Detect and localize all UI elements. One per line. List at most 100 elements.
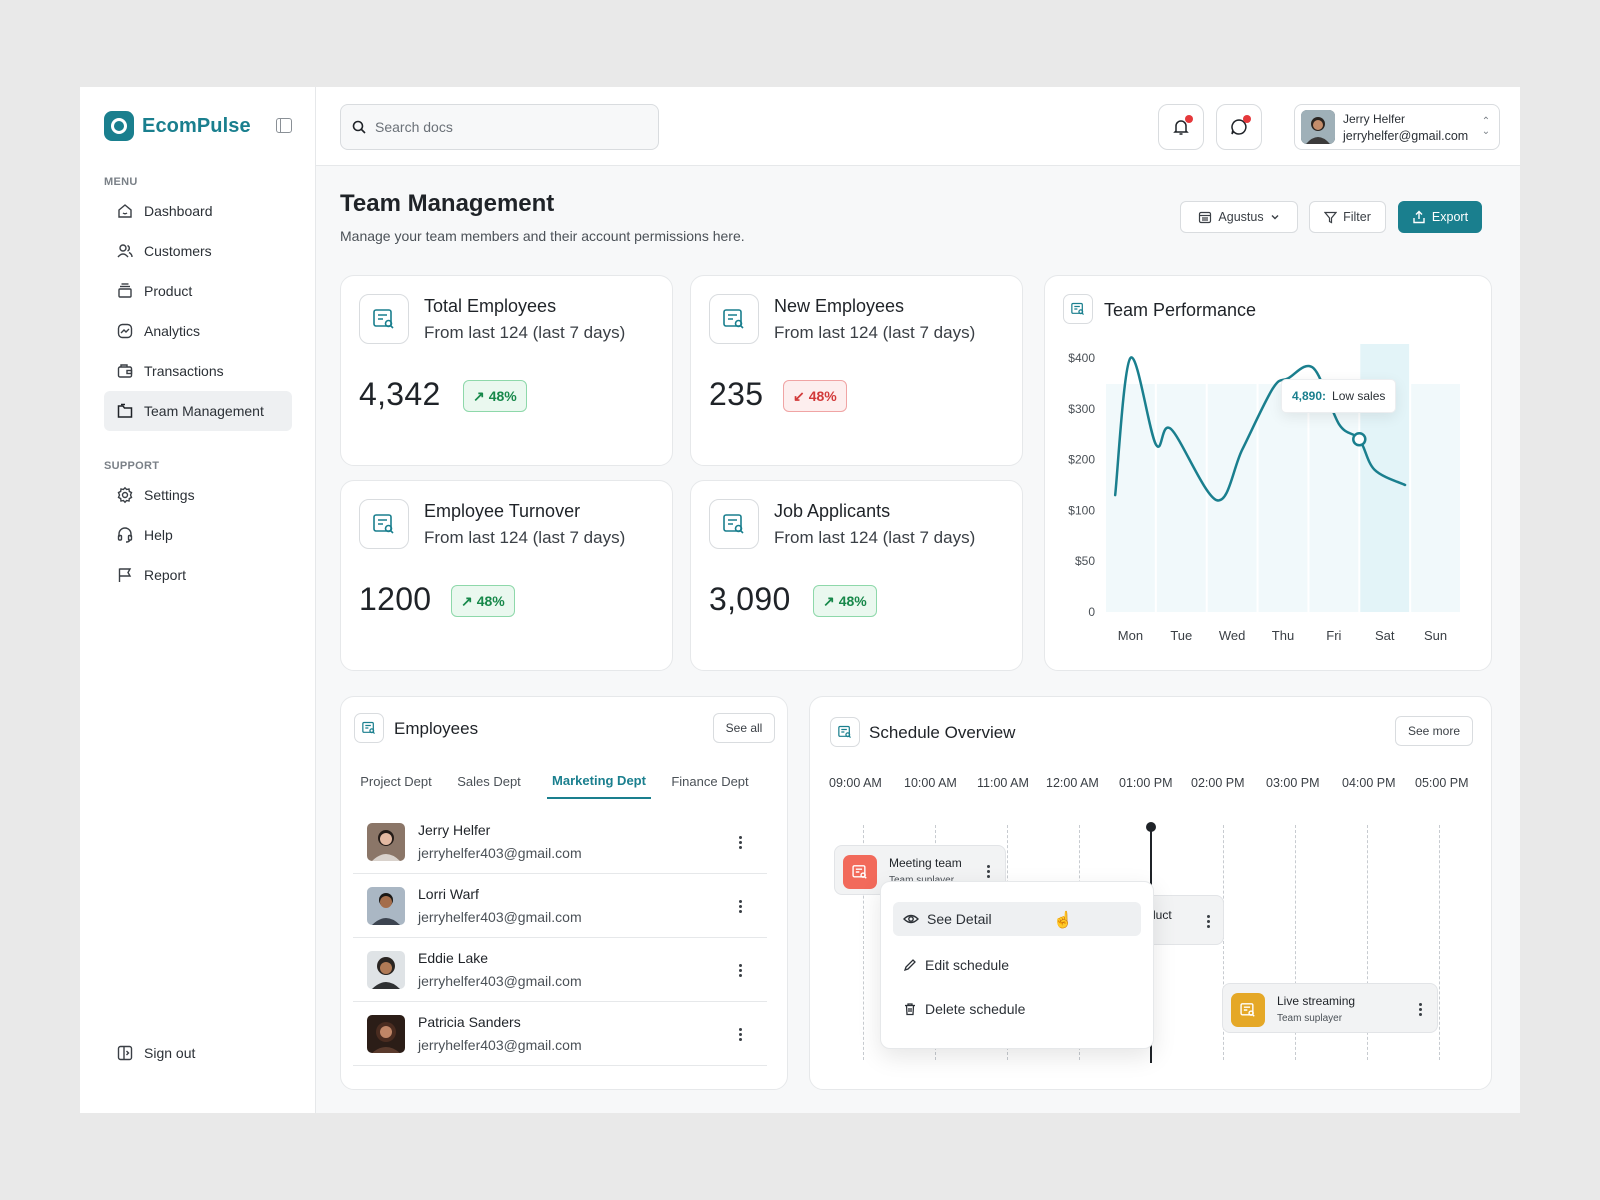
stat-card-total-employees[interactable]: Total Employees From last 124 (last 7 da…	[340, 275, 673, 466]
x-tick-label: Sat	[1375, 628, 1395, 643]
sidebar-item-label: Report	[144, 567, 187, 583]
employee-row[interactable]: Patricia Sanders jerryhelfer403@gmail.co…	[353, 1002, 767, 1066]
sidebar-item-transactions[interactable]: Transactions	[104, 351, 292, 391]
more-options-icon[interactable]	[1201, 911, 1215, 931]
time-gridline	[1439, 825, 1440, 1060]
sidebar-item-label: Analytics	[144, 323, 201, 339]
employee-row[interactable]: Jerry Helfer jerryhelfer403@gmail.com	[353, 810, 767, 874]
see-more-button[interactable]: See more	[1395, 716, 1473, 746]
time-label: 05:00 PM	[1415, 776, 1469, 790]
stat-card-employee-turnover[interactable]: Employee Turnover From last 124 (last 7 …	[340, 480, 673, 671]
filter-label: Filter	[1343, 210, 1371, 224]
team-performance-card: Team Performance $400 $300 $200 $100 $50 0 Mon…	[1044, 275, 1492, 671]
chevron-down-icon	[1271, 215, 1279, 220]
sidebar-item-team-management[interactable]: Team Management	[104, 391, 292, 431]
sign-out-button[interactable]: Sign out	[104, 1033, 292, 1073]
employee-email: jerryhelfer403@gmail.com	[418, 909, 582, 925]
tab-sales-dept[interactable]: Sales Dept	[457, 773, 521, 789]
avatar	[367, 1015, 405, 1053]
document-search-icon	[709, 294, 759, 344]
user-name: Jerry Helfer	[1343, 111, 1406, 126]
edit-schedule-menu-item[interactable]: Edit schedule	[893, 948, 1141, 982]
sidebar-item-help[interactable]: Help	[104, 515, 292, 555]
sidebar-item-report[interactable]: Report	[104, 555, 292, 595]
chevron-updown-icon: ⌃ ⌄	[1481, 116, 1491, 137]
sidebar-item-customers[interactable]: Customers	[104, 231, 292, 271]
y-tick-label: $50	[1075, 554, 1095, 568]
arrow-up-right-icon: ↗	[461, 592, 473, 609]
time-label: 09:00 AM	[829, 776, 882, 790]
stat-card-new-employees[interactable]: New Employees From last 124 (last 7 days…	[690, 275, 1023, 466]
sidebar-collapse-icon[interactable]	[276, 118, 292, 133]
chart-column-bg	[1106, 384, 1155, 612]
search-input[interactable]	[375, 119, 645, 135]
employees-card: Employees See all Project Dept Sales Dep…	[340, 696, 788, 1090]
employee-row[interactable]: Eddie Lake jerryhelfer403@gmail.com	[353, 938, 767, 1002]
stat-subtitle: From last 124 (last 7 days)	[774, 323, 976, 342]
delete-schedule-menu-item[interactable]: Delete schedule	[893, 992, 1141, 1026]
tooltip-value: 4,890:	[1292, 389, 1327, 403]
more-options-icon[interactable]	[733, 960, 747, 980]
time-label: 04:00 PM	[1342, 776, 1396, 790]
arrow-up-right-icon: ↗	[823, 592, 835, 609]
pointer-cursor-icon: ☝	[1053, 912, 1073, 929]
stat-change-value: 48%	[488, 388, 517, 404]
tab-project-dept[interactable]: Project Dept	[360, 773, 432, 789]
stat-value: 4,342	[359, 376, 441, 412]
notifications-button[interactable]	[1158, 104, 1204, 150]
more-options-icon[interactable]	[1413, 999, 1427, 1019]
more-options-icon[interactable]	[981, 861, 995, 881]
stat-title: Total Employees	[424, 296, 557, 316]
brand[interactable]: EcomPulse	[104, 111, 251, 141]
employee-name: Eddie Lake	[418, 950, 489, 966]
export-label: Export	[1431, 210, 1469, 224]
box-icon	[116, 282, 134, 300]
brand-logo-icon	[104, 111, 134, 141]
stat-card-job-applicants[interactable]: Job Applicants From last 124 (last 7 day…	[690, 480, 1023, 671]
arrow-up-right-icon: ↗	[473, 387, 485, 404]
event-title: Meeting team	[889, 856, 962, 870]
sidebar-item-settings[interactable]: Settings	[104, 475, 292, 515]
sidebar-item-product[interactable]: Product	[104, 271, 292, 311]
schedule-event[interactable]: luct	[1140, 895, 1224, 945]
tab-finance-dept[interactable]: Finance Dept	[671, 773, 749, 789]
menu-item-label: Edit schedule	[925, 957, 1010, 973]
schedule-event[interactable]: Live streaming Team suplayer	[1222, 983, 1438, 1033]
schedule-overview-card: Schedule Overview See more 09:00 AM 10:0…	[809, 696, 1492, 1090]
more-options-icon[interactable]	[733, 832, 747, 852]
stat-value: 1200	[359, 581, 432, 617]
sidebar-item-dashboard[interactable]: Dashboard	[104, 191, 292, 231]
see-detail-menu-item[interactable]: See Detail ☝	[893, 902, 1141, 936]
document-search-icon	[359, 499, 409, 549]
chart-marker[interactable]	[1352, 432, 1367, 447]
search-icon	[352, 120, 366, 134]
bell-icon	[1173, 120, 1189, 135]
search-box[interactable]	[340, 104, 659, 150]
tab-marketing-dept[interactable]: Marketing Dept	[547, 763, 651, 799]
export-button[interactable]: Export	[1398, 201, 1482, 233]
event-title: Live streaming	[1277, 994, 1356, 1008]
sidebar-item-analytics[interactable]: Analytics	[104, 311, 292, 351]
time-label: 03:00 PM	[1266, 776, 1320, 790]
event-subtitle: Team suplayer	[1277, 1013, 1343, 1024]
brand-name: EcomPulse	[142, 114, 251, 137]
y-tick-label: $300	[1068, 402, 1095, 416]
employee-row[interactable]: Lorri Warf jerryhelfer403@gmail.com	[353, 874, 767, 938]
more-options-icon[interactable]	[733, 896, 747, 916]
x-tick-label: Tue	[1170, 628, 1192, 643]
sidebar-item-label: Dashboard	[144, 203, 213, 219]
more-options-icon[interactable]	[733, 1024, 747, 1044]
see-all-button[interactable]: See all	[713, 713, 775, 743]
user-email: jerryhelfer@gmail.com	[1343, 128, 1469, 143]
month-select[interactable]: Agustus	[1180, 201, 1298, 233]
messages-button[interactable]	[1216, 104, 1262, 150]
support-section-title: SUPPORT	[104, 460, 160, 472]
filter-button[interactable]: Filter	[1309, 201, 1386, 233]
user-profile-dropdown[interactable]: Jerry Helfer jerryhelfer@gmail.com ⌃ ⌄	[1294, 104, 1500, 150]
stat-subtitle: From last 124 (last 7 days)	[774, 528, 976, 547]
analytics-icon	[116, 322, 134, 340]
chat-icon	[1231, 119, 1247, 135]
employee-email: jerryhelfer403@gmail.com	[418, 973, 582, 989]
time-label: 12:00 AM	[1046, 776, 1099, 790]
event-title: luct	[1153, 908, 1172, 922]
